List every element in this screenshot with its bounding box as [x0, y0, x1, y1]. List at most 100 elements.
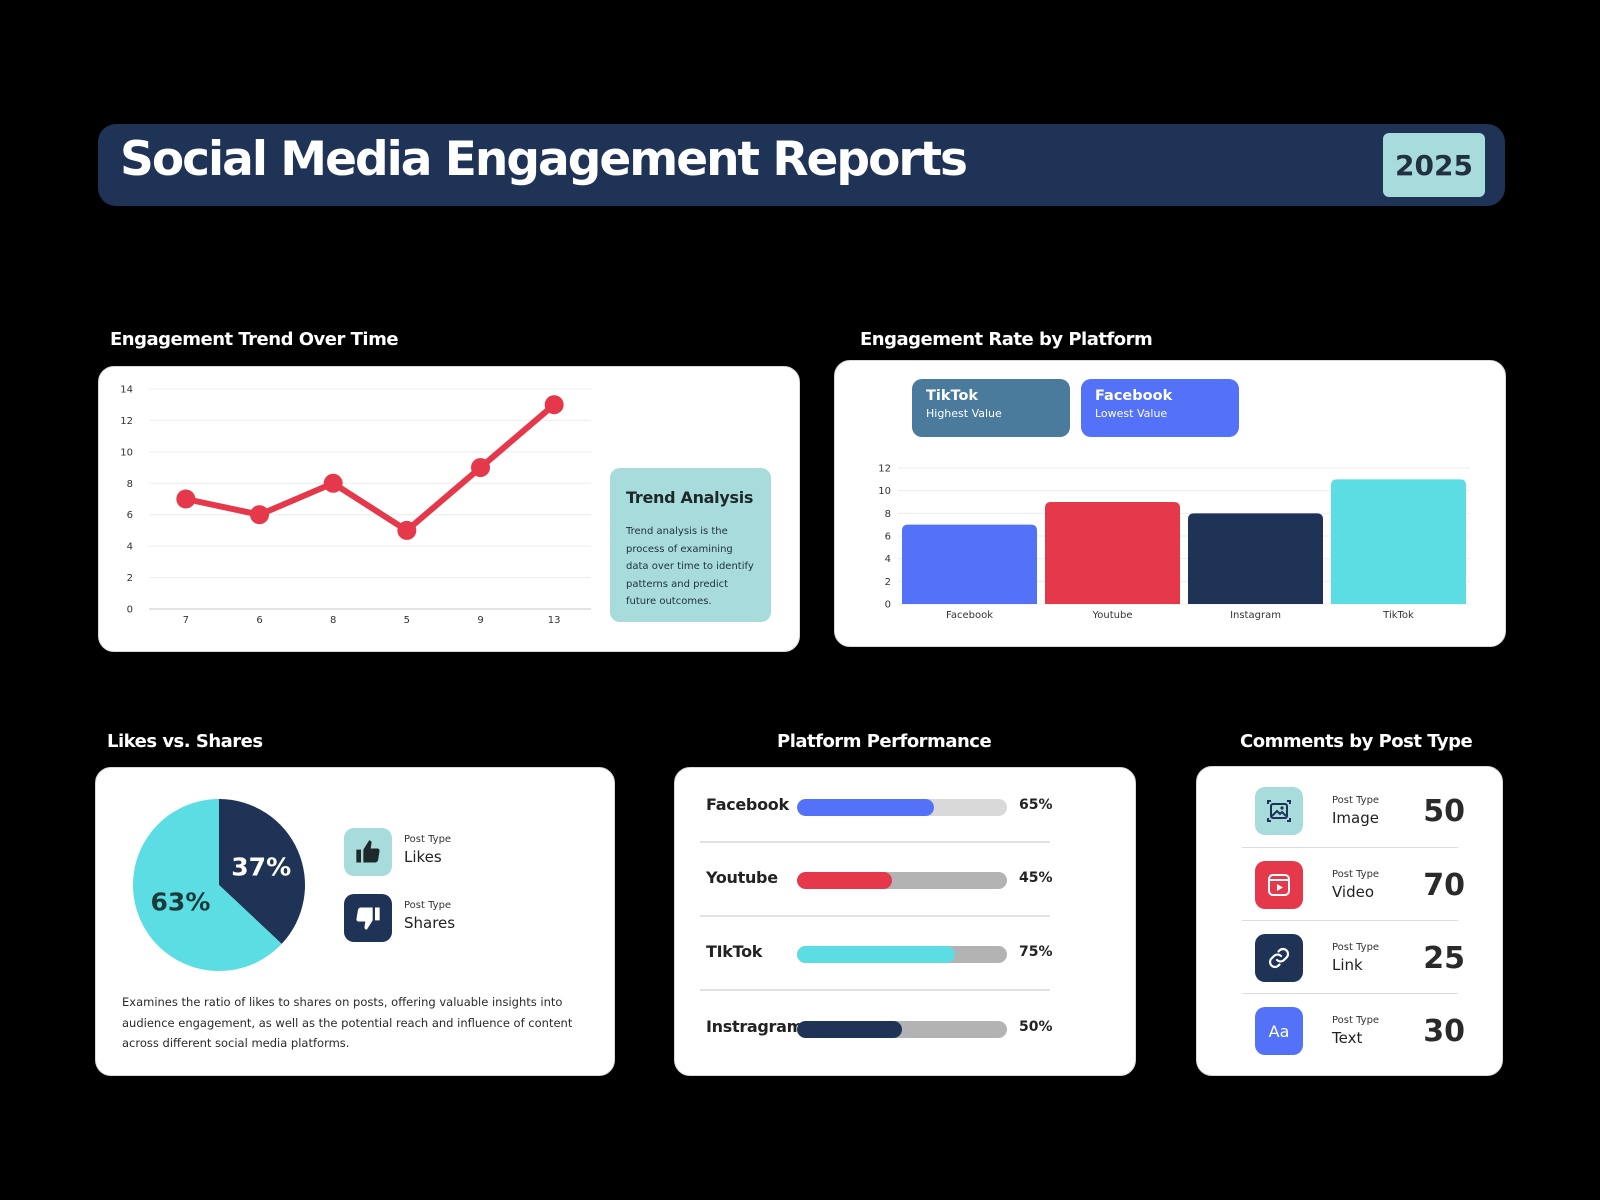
progress-fill	[797, 946, 955, 963]
divider	[700, 915, 1050, 917]
performance-label: Facebook	[706, 795, 789, 814]
comments-card: Post Type Image 50 Post Type Video 70 Po…	[1196, 766, 1503, 1076]
legend-label: Likes	[404, 848, 442, 866]
legend-small-label: Post Type	[404, 900, 452, 911]
comment-small-label: Post Type	[1332, 795, 1380, 806]
thumbs-down-icon	[344, 894, 392, 942]
y-tick-label: 2	[127, 573, 133, 584]
x-tick-label: 5	[404, 615, 410, 626]
performance-label: TIkTok	[706, 942, 763, 961]
chip-subtitle: Highest Value	[926, 407, 1002, 420]
x-tick-label: 7	[183, 615, 189, 626]
y-tick-label: 10	[120, 447, 133, 458]
y-tick-label: 4	[127, 542, 133, 553]
pie-slice	[133, 799, 282, 971]
trend-data-point	[323, 473, 343, 493]
performance-row-facebook: Facebook 65%	[706, 795, 1066, 819]
trend-data-point	[471, 458, 490, 478]
pie-slice-label: 63%	[151, 888, 211, 917]
divider	[700, 989, 1050, 991]
x-tick-label: 13	[548, 615, 561, 626]
trend-data-point	[397, 520, 417, 540]
comment-value: 50	[1423, 794, 1465, 829]
comments-section-title: Comments by Post Type	[1240, 731, 1473, 752]
chip-title: TikTok	[926, 388, 979, 404]
comment-row-image: Post Type Image 50	[1255, 787, 1465, 835]
progress-fill	[797, 872, 892, 889]
text-icon: Aa	[1255, 1007, 1303, 1055]
x-tick-label: Facebook	[946, 610, 993, 621]
thumbs-up-icon	[344, 828, 392, 876]
x-tick-label: 8	[330, 615, 336, 626]
y-tick-label: 4	[885, 554, 891, 565]
platform-bar	[1331, 479, 1466, 604]
comment-small-label: Post Type	[1332, 869, 1380, 880]
y-tick-label: 2	[885, 577, 891, 588]
progress-track	[797, 946, 1007, 963]
report-header: Social Media Engagement Reports 2025	[98, 124, 1505, 206]
y-tick-label: 8	[885, 509, 891, 520]
chip-title: Facebook	[1095, 388, 1173, 404]
y-tick-label: 0	[127, 605, 133, 616]
performance-row-tiktok: TIkTok 75%	[706, 942, 1066, 966]
trend-data-point	[176, 489, 196, 509]
comment-row-link: Post Type Link 25	[1255, 934, 1465, 982]
y-tick-label: 0	[885, 600, 891, 611]
performance-value: 45%	[1019, 870, 1053, 886]
likes-section-title: Likes vs. Shares	[107, 731, 263, 752]
comment-label: Text	[1332, 1029, 1363, 1047]
trend-analysis-box: Trend Analysis Trend analysis is the pro…	[610, 468, 771, 622]
trend-card: 0 2 4 6 8 10 12 14 7 6 8 5 9 13 Trend Analysis Trend …	[98, 366, 800, 652]
x-tick-label: TikTok	[1382, 610, 1414, 621]
platform-bar	[1188, 513, 1323, 604]
comment-value: 30	[1423, 1014, 1465, 1049]
x-tick-label: Instagram	[1230, 610, 1281, 621]
performance-section-title: Platform Performance	[777, 731, 992, 752]
trend-data-point	[250, 505, 269, 525]
page-title: Social Media Engagement Reports	[120, 132, 968, 187]
legend-label: Shares	[404, 914, 456, 932]
divider	[1242, 993, 1458, 994]
progress-track	[797, 1021, 1007, 1038]
progress-track	[797, 799, 1007, 816]
comment-value: 70	[1423, 868, 1465, 903]
y-tick-label: 12	[120, 416, 133, 427]
platform-bar-chart: 0 2 4 6 8 10 12 Facebook Youtube Instagram TikTok	[878, 464, 1470, 621]
progress-fill	[797, 799, 934, 816]
trend-series-line	[182, 401, 558, 534]
lowest-value-chip: Facebook Lowest Value	[1081, 379, 1239, 437]
y-tick-label: 6	[127, 510, 133, 521]
trend-analysis-text: Trend analysis is the process of examini…	[626, 526, 754, 607]
performance-value: 50%	[1019, 1019, 1053, 1035]
x-tick-label: 6	[256, 615, 262, 626]
performance-value: 65%	[1019, 797, 1053, 813]
trend-analysis-title: Trend Analysis	[626, 488, 754, 507]
legend-shares: Post Type Shares	[344, 894, 574, 942]
legend-small-label: Post Type	[404, 834, 452, 845]
x-tick-label: Youtube	[1092, 610, 1133, 621]
pie-slice	[219, 799, 305, 944]
platform-bar	[1045, 502, 1180, 604]
comment-label: Image	[1332, 809, 1379, 827]
y-tick-label: 6	[885, 532, 891, 543]
likes-description: Examines the ratio of likes to shares on…	[122, 995, 573, 1050]
text-icon-glyph: Aa	[1268, 1021, 1290, 1041]
performance-label: Instragram	[706, 1017, 804, 1036]
legend-likes: Post Type Likes	[344, 828, 574, 876]
likes-card: 37% 63% Post Type Likes Post Type Shares …	[95, 767, 615, 1076]
y-tick-label: 12	[878, 464, 891, 475]
comment-row-text: Aa Post Type Text 30	[1255, 1007, 1465, 1055]
comment-value: 25	[1423, 941, 1465, 976]
platform-bar	[902, 524, 1037, 604]
x-tick-label: 9	[477, 615, 483, 626]
platform-section-title: Engagement Rate by Platform	[860, 329, 1153, 350]
comment-small-label: Post Type	[1332, 1015, 1380, 1026]
comment-label: Video	[1332, 883, 1375, 901]
video-icon	[1255, 861, 1303, 909]
image-icon	[1255, 787, 1303, 835]
trend-section-title: Engagement Trend Over Time	[110, 329, 399, 350]
divider	[700, 841, 1050, 843]
performance-row-youtube: Youtube 45%	[706, 868, 1066, 892]
divider	[1242, 847, 1458, 848]
progress-fill	[797, 1021, 902, 1038]
